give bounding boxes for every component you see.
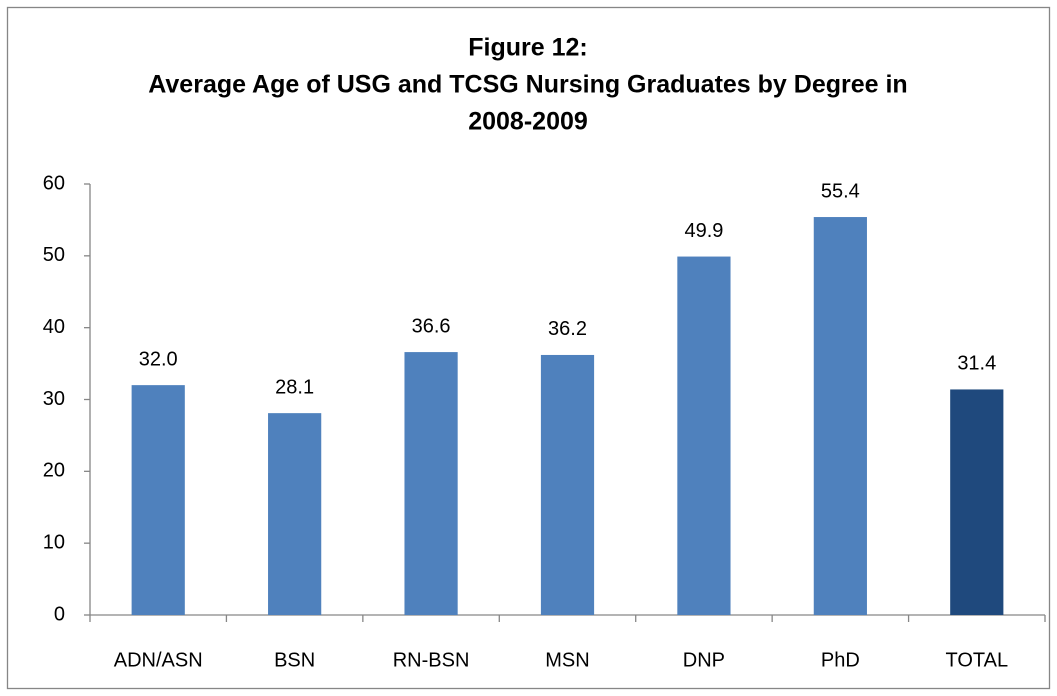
y-tick-label: 40: [43, 316, 65, 338]
data-label: 36.2: [548, 318, 587, 340]
x-tick-label: TOTAL: [945, 649, 1008, 671]
y-tick-label: 60: [43, 172, 65, 194]
chart-title: Figure 12:: [468, 34, 587, 62]
chart-title: 2008-2009: [468, 108, 588, 136]
bar: [813, 217, 867, 615]
data-label: 28.1: [275, 376, 314, 398]
x-tick-label: ADN/ASN: [114, 649, 203, 671]
y-tick-label: 0: [54, 603, 65, 625]
bar: [540, 354, 595, 615]
data-label: 32.0: [139, 348, 178, 370]
bar: [268, 413, 322, 615]
x-tick-label: RN-BSN: [393, 649, 470, 671]
bar: [950, 389, 1004, 615]
bar: [404, 352, 458, 615]
y-tick-label: 10: [43, 531, 65, 553]
bar: [677, 256, 731, 615]
chart-title: Average Age of USG and TCSG Nursing Grad…: [148, 71, 907, 99]
data-label: 36.6: [412, 315, 451, 337]
data-label: 55.4: [821, 180, 860, 202]
x-tick-label: BSN: [274, 649, 315, 671]
y-tick-label: 50: [43, 244, 65, 266]
y-tick-label: 20: [43, 460, 65, 482]
x-tick-label: PhD: [821, 649, 860, 671]
y-tick-label: 30: [43, 388, 65, 410]
x-tick-label: MSN: [545, 649, 589, 671]
data-label: 31.4: [957, 353, 996, 375]
x-tick-label: DNP: [683, 649, 725, 671]
data-label: 49.9: [684, 220, 723, 242]
bar: [131, 385, 185, 615]
